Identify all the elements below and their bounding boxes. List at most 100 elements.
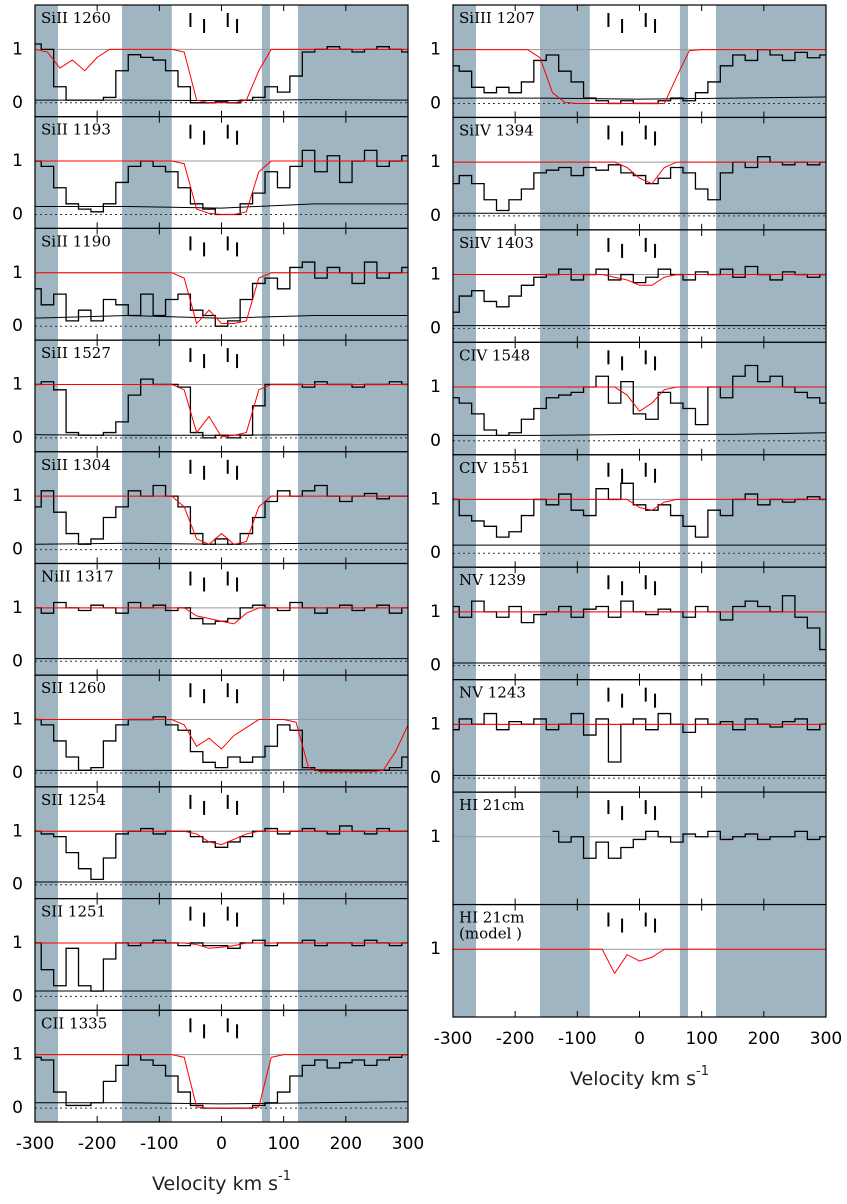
x-tick-label: -200 <box>496 1029 535 1049</box>
shaded-band <box>261 675 270 787</box>
shaded-band <box>122 340 172 452</box>
y-tick-label: 0 <box>12 428 23 448</box>
y-tick-label: 1 <box>430 827 441 847</box>
y-tick-label: 0 <box>430 656 441 676</box>
shaded-band <box>297 898 408 1011</box>
shaded-band <box>35 228 59 341</box>
line-label: HI 21cm <box>459 796 525 814</box>
panel <box>35 116 408 229</box>
error-spectrum <box>35 99 408 102</box>
error-spectrum <box>35 1101 408 1105</box>
shaded-band <box>453 229 477 343</box>
line-label: CIV 1548 <box>459 346 530 364</box>
shaded-band <box>261 340 270 452</box>
shaded-band <box>540 454 590 568</box>
line-label: SiII 1527 <box>41 344 111 362</box>
error-spectrum <box>35 315 408 319</box>
panel <box>35 5 408 117</box>
y-tick-label: 0 <box>12 205 23 225</box>
shaded-band <box>297 340 408 452</box>
y-tick-label: 1 <box>12 263 23 283</box>
panel <box>453 117 826 230</box>
panel <box>453 342 826 455</box>
model-line <box>35 160 408 216</box>
y-tick-label: 1 <box>430 489 441 509</box>
shaded-band <box>453 454 477 568</box>
shaded-band <box>715 117 826 230</box>
shaded-band <box>261 786 270 899</box>
panel <box>453 679 826 793</box>
panel <box>35 451 408 564</box>
shaded-band <box>122 675 172 787</box>
error-spectrum <box>453 96 826 100</box>
panel <box>35 228 408 341</box>
line-label: SII 1251 <box>41 903 106 921</box>
y-tick-label: 1 <box>430 377 441 397</box>
model-line <box>35 719 408 773</box>
x-axis-title: Velocity km s-1 <box>152 1169 291 1195</box>
y-tick-label: 0 <box>12 651 23 671</box>
panel <box>453 792 826 905</box>
shaded-band <box>35 5 59 117</box>
error-spectrum <box>35 769 408 771</box>
panel <box>35 1010 408 1122</box>
line-label: SiIII 1207 <box>459 9 535 27</box>
y-tick-label: 0 <box>430 543 441 563</box>
shaded-band <box>297 116 408 229</box>
shaded-band <box>261 898 270 1011</box>
shaded-band <box>35 1010 59 1122</box>
y-tick-label: 0 <box>430 431 441 451</box>
line-label: HI 21cm <box>459 909 525 927</box>
shaded-band <box>715 229 826 343</box>
model-line <box>35 272 408 325</box>
panel <box>35 898 408 1011</box>
line-sublabel: (model ) <box>459 925 522 943</box>
shaded-band <box>679 792 688 905</box>
line-label: SiIV 1394 <box>459 121 534 139</box>
x-tick-label: 0 <box>634 1029 645 1049</box>
shaded-band <box>261 116 270 229</box>
model-line <box>35 48 408 104</box>
x-tick-label: 100 <box>267 1134 299 1154</box>
model-line <box>35 830 408 846</box>
shaded-band <box>122 1010 172 1122</box>
model-line <box>453 49 826 104</box>
x-tick-label: -100 <box>558 1029 597 1049</box>
shaded-band <box>261 451 270 564</box>
y-tick-label: 0 <box>430 768 441 788</box>
model-line <box>453 274 826 286</box>
x-tick-label: 300 <box>810 1029 842 1049</box>
panel <box>453 454 826 568</box>
shaded-band <box>297 451 408 564</box>
y-tick-label: 1 <box>12 933 23 953</box>
line-label: NV 1239 <box>459 571 526 589</box>
panel <box>453 567 826 680</box>
shaded-band <box>715 679 826 793</box>
model-line <box>453 498 826 511</box>
line-label: SII 1254 <box>41 791 106 809</box>
shaded-band <box>261 228 270 341</box>
y-tick-label: 1 <box>12 39 23 59</box>
shaded-band <box>35 563 59 676</box>
error-spectrum <box>35 542 408 545</box>
x-axis-title: Velocity km s-1 <box>570 1064 709 1090</box>
shaded-band <box>35 116 59 229</box>
x-tick-label: -300 <box>16 1134 55 1154</box>
y-tick-label: 1 <box>12 374 23 394</box>
model-line <box>453 948 826 975</box>
shaded-band <box>540 229 590 343</box>
model-line <box>35 495 408 545</box>
shaded-band <box>122 228 172 341</box>
x-axis-title-sup: -1 <box>278 1169 291 1184</box>
x-axis-title-sup: -1 <box>696 1064 709 1079</box>
shaded-band <box>122 451 172 564</box>
x-tick-label: -200 <box>78 1134 117 1154</box>
model-line <box>35 1054 408 1109</box>
y-tick-label: 1 <box>12 710 23 730</box>
panel <box>35 340 408 452</box>
y-tick-label: 1 <box>430 939 441 959</box>
model-line <box>453 386 826 412</box>
error-spectrum <box>35 434 408 436</box>
shaded-band <box>540 342 590 455</box>
